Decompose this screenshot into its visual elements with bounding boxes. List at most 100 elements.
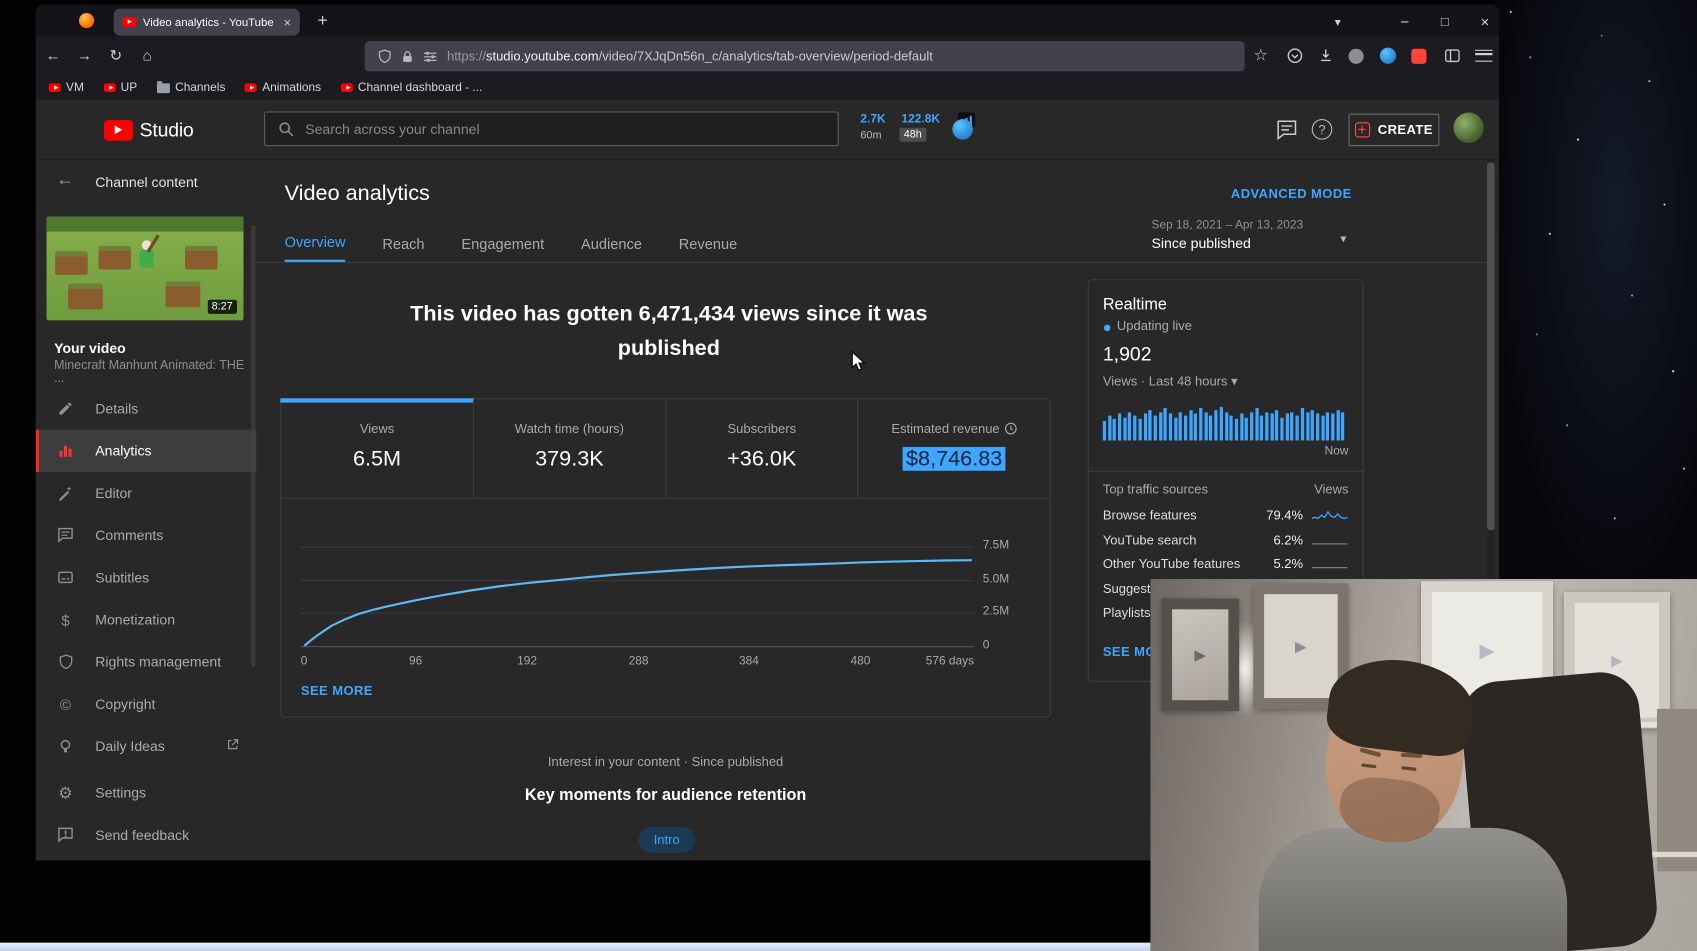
sidebar-item-copyright[interactable]: © Copyright — [36, 683, 257, 725]
ext-stat-48h[interactable]: 48h — [899, 127, 927, 142]
metric-tab-estimated-revenue[interactable]: Estimated revenue $8,746.83 — [857, 399, 1049, 498]
realtime-views-caption[interactable]: Views · Last 48 hours ▾ — [1103, 373, 1238, 388]
new-tab-button[interactable]: + — [317, 11, 328, 31]
tracking-shield-icon — [378, 49, 391, 64]
daily-ideas-icon — [56, 737, 74, 755]
tab-audience[interactable]: Audience — [581, 235, 642, 252]
traffic-sources-header: Top traffic sources — [1102, 481, 1208, 497]
bookmark-star-icon[interactable]: ☆ — [1253, 46, 1269, 65]
feedback-icon[interactable] — [1276, 119, 1298, 146]
metric-tab-views[interactable]: Views 6.5M — [280, 398, 474, 497]
person-torso — [1258, 827, 1568, 951]
forward-button[interactable]: → — [76, 46, 92, 64]
period-label: Since published — [1151, 234, 1251, 252]
search-input[interactable] — [305, 120, 825, 137]
tab-list-chevron-icon[interactable]: ▾ — [1334, 15, 1341, 29]
tab-reach[interactable]: Reach — [382, 235, 425, 252]
sidebar-item-send-feedback[interactable]: Send feedback — [36, 814, 257, 856]
see-more-link[interactable]: SEE MORE — [300, 682, 373, 699]
downloads-icon[interactable] — [1312, 41, 1340, 69]
x-axis-label: 0 — [300, 654, 308, 668]
sidebar-scrollbar[interactable] — [251, 225, 256, 667]
your-video-label: Your video — [54, 339, 126, 357]
thumbnail-art — [98, 245, 131, 270]
advanced-mode-link[interactable]: ADVANCED MODE — [1230, 186, 1352, 202]
views-line-chart[interactable] — [304, 529, 972, 647]
window-minimize-button[interactable]: − — [1400, 12, 1410, 31]
traffic-source-row: Browse features 79.4% — [1089, 503, 1363, 527]
tab-revenue[interactable]: Revenue — [678, 235, 738, 252]
sidebar-item-daily-ideas[interactable]: Daily Ideas — [36, 725, 257, 767]
create-button[interactable]: CREATE — [1348, 113, 1440, 147]
metric-tab-row: Views 6.5M Watch time (hours) 379.3K Sub… — [280, 398, 1050, 499]
desktop-wallpaper — [1493, 0, 1697, 590]
tab-engagement[interactable]: Engagement — [461, 235, 545, 252]
metric-tab-watch-time[interactable]: Watch time (hours) 379.3K — [472, 399, 665, 498]
dollar-icon: $ — [61, 610, 70, 629]
extension-icon-3[interactable] — [1411, 48, 1427, 64]
extension-icon-2[interactable] — [1379, 47, 1397, 64]
subtitles-icon — [56, 568, 74, 586]
gear-icon: ⚙ — [58, 784, 73, 803]
realtime-divider — [1088, 470, 1363, 472]
ext-stat-views: 2.7K — [860, 112, 886, 126]
source-label: Suggested — [1102, 580, 1165, 597]
realtime-bar-chart[interactable] — [1102, 404, 1350, 441]
x-axis-label: 192 — [517, 654, 537, 668]
metric-value: 379.3K — [535, 446, 604, 471]
window-maximize-button[interactable]: □ — [1440, 14, 1449, 30]
channel-avatar[interactable] — [1453, 112, 1484, 143]
sidebar-item-editor[interactable]: Editor — [36, 472, 257, 514]
thumbnail-character — [141, 240, 152, 251]
x-axis-label: 288 — [628, 654, 649, 668]
thumbnail-art — [55, 251, 88, 275]
window-close-button[interactable]: × — [1480, 12, 1490, 31]
bookmark-folder[interactable]: Channels — [156, 80, 225, 94]
sidebar-item-comments[interactable]: Comments — [36, 514, 257, 556]
ext-stat-60m[interactable]: 60m — [860, 129, 882, 142]
sidebar-item-settings[interactable]: ⚙ Settings — [36, 772, 257, 814]
studio-sidebar: ← Channel content 8:27 Your video Minecr… — [35, 160, 257, 861]
home-button[interactable]: ⌂ — [142, 46, 152, 64]
save-to-pocket-icon[interactable] — [1280, 41, 1308, 69]
sidebar-item-rights-management[interactable]: Rights management — [36, 641, 257, 683]
bookmark-item[interactable]: UP — [103, 81, 137, 94]
search-bar[interactable] — [264, 111, 839, 147]
sidebar-item-monetization[interactable]: $ Monetization — [36, 598, 257, 640]
shield-icon — [56, 653, 74, 671]
extension-icon-1[interactable] — [1348, 48, 1364, 64]
youtube-studio-logo[interactable] — [103, 120, 134, 146]
url-bar[interactable]: https://studio.youtube.com/video/7XJqDn5… — [364, 41, 1245, 72]
bookmark-item[interactable]: VM — [48, 81, 84, 94]
wallpaper-stars — [1509, 10, 1512, 13]
date-range-selector[interactable]: Sep 18, 2021 – Apr 13, 2023 Since publis… — [1152, 219, 1347, 251]
back-button[interactable]: ← — [45, 46, 61, 64]
sidebar-item-subtitles[interactable]: Subtitles — [36, 556, 257, 598]
bookmark-item[interactable]: Animations — [244, 81, 321, 94]
tab-bar: Video analytics - YouTube Stud × + ▾ − □… — [35, 4, 1499, 37]
firefox-view-icon[interactable] — [79, 12, 95, 29]
tab-overview[interactable]: Overview — [284, 224, 346, 263]
back-arrow-icon[interactable]: ← — [56, 170, 74, 190]
bookmark-item[interactable]: Channel dashboard - ... — [340, 81, 482, 94]
date-range-label: Sep 18, 2021 – Apr 13, 2023 — [1151, 218, 1304, 232]
metric-tab-subscribers[interactable]: Subscribers +36.0K — [665, 399, 857, 498]
sidebar-toggle-icon[interactable] — [1438, 41, 1466, 69]
ext-fab-icon[interactable] — [952, 119, 973, 140]
views-headline: This video has gotten 6,471,434 views si… — [410, 301, 928, 361]
back-label[interactable]: Channel content — [95, 174, 198, 191]
sidebar-item-label: Send feedback — [95, 826, 190, 844]
reload-button[interactable]: ↻ — [109, 45, 123, 64]
thumbnail-art — [165, 281, 201, 308]
page-scrollbar-thumb[interactable] — [1487, 162, 1495, 531]
intro-chip[interactable]: Intro — [638, 826, 695, 853]
menu-icon[interactable] — [1470, 41, 1498, 69]
help-button[interactable]: ? — [1311, 119, 1333, 140]
sidebar-item-label: Details — [95, 400, 139, 417]
search-icon — [279, 121, 294, 136]
sidebar-item-details[interactable]: Details — [36, 387, 257, 429]
browser-tab-active[interactable]: Video analytics - YouTube Stud × — [113, 8, 300, 36]
video-thumbnail[interactable]: 8:27 — [46, 216, 244, 321]
tab-close-button[interactable]: × — [283, 14, 292, 30]
sidebar-item-analytics[interactable]: Analytics — [35, 429, 257, 472]
